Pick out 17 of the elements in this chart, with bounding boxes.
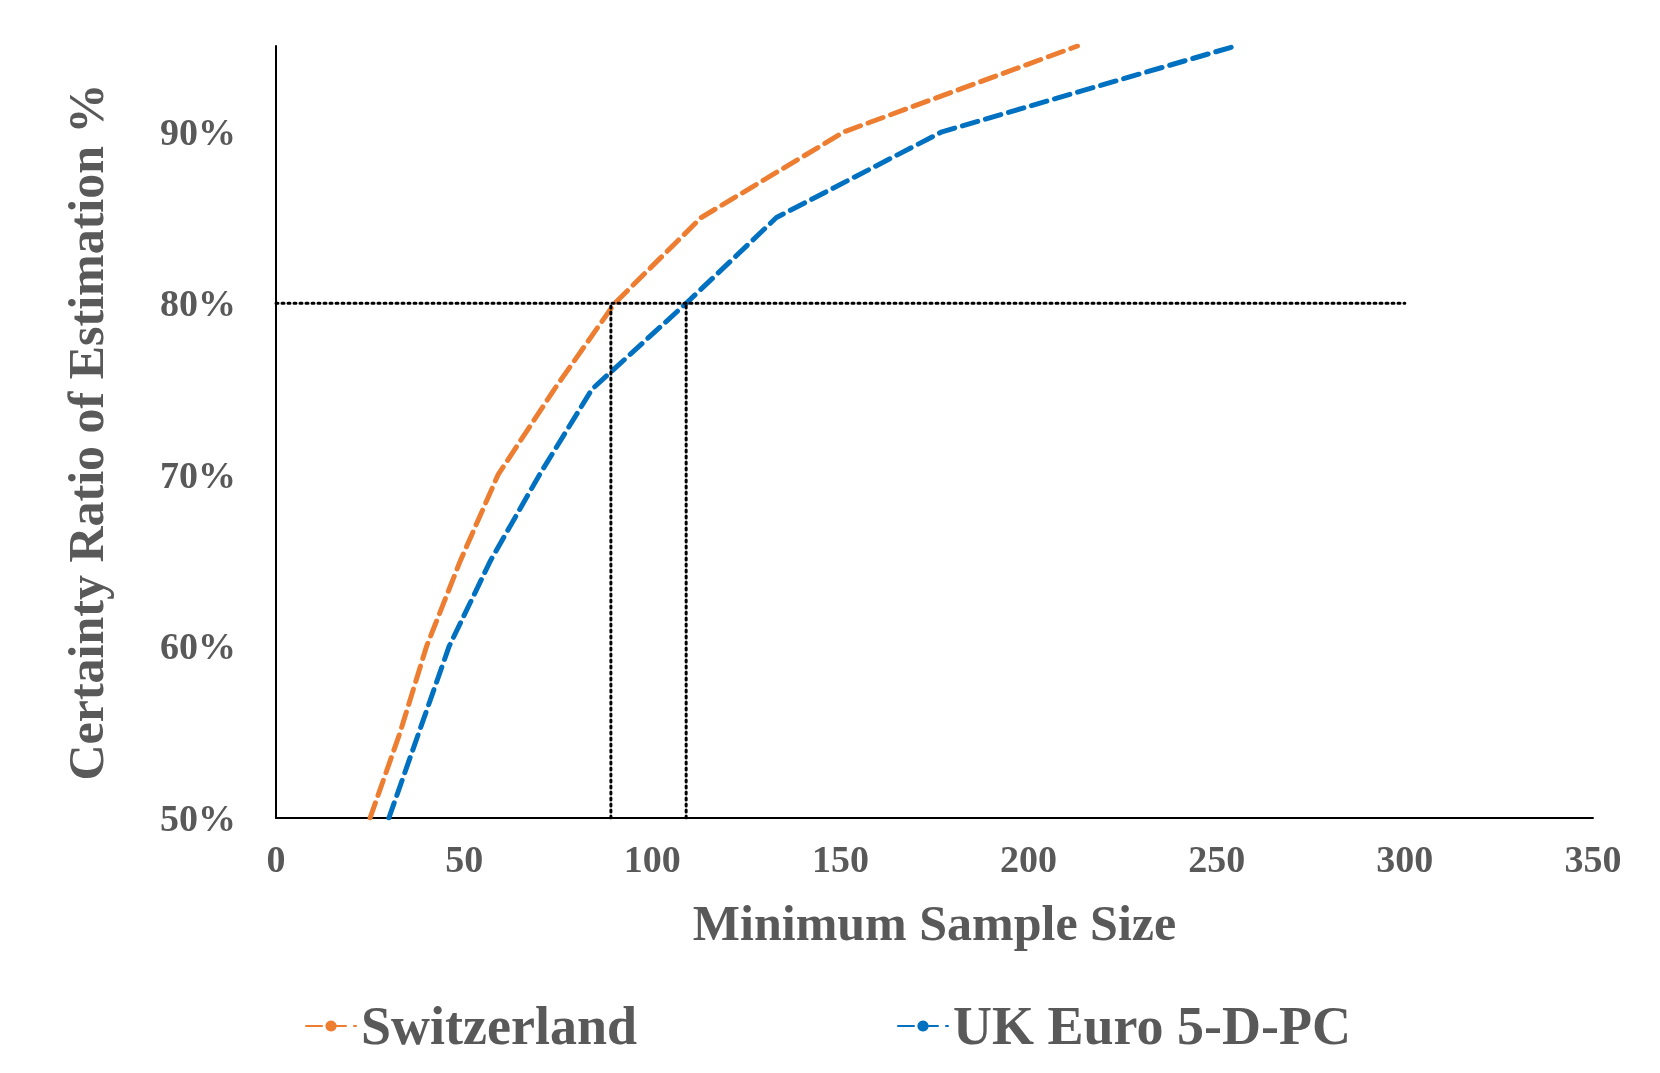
y-tick-label: 90%: [160, 110, 236, 153]
x-tick-label: 0: [266, 838, 286, 880]
x-axis-title: Minimum Sample Size: [692, 895, 1177, 951]
x-tick-label: 250: [1188, 838, 1246, 880]
y-tick-label: 70%: [160, 453, 236, 496]
y-tick-label: 60%: [160, 625, 236, 668]
x-tick-label: 200: [1000, 838, 1058, 880]
x-tick-label: 50: [445, 838, 484, 880]
x-tick-label: 300: [1376, 838, 1434, 880]
y-tick-label: 80%: [160, 282, 236, 325]
x-tick-label: 150: [811, 838, 869, 880]
y-tick-label: 50%: [160, 797, 236, 839]
legend-label: Switzerland: [361, 996, 638, 1056]
x-tick-label: 100: [623, 838, 681, 880]
x-tick-label: 350: [1564, 838, 1622, 880]
legend-label: UK Euro 5-D-PC: [953, 996, 1351, 1056]
y-axis-title: Certainty Ratio of Estimation %: [58, 83, 114, 781]
